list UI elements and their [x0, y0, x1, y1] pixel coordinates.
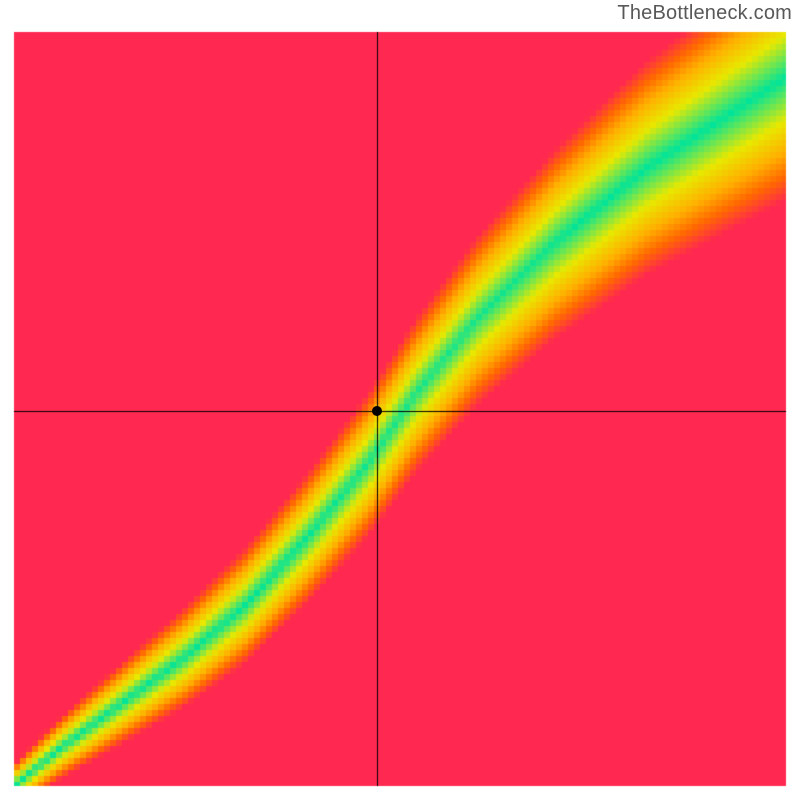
watermark-text: TheBottleneck.com: [617, 2, 792, 25]
chart-container: TheBottleneck.com: [0, 0, 800, 800]
crosshair-canvas: [0, 0, 800, 800]
crosshair-dot: [372, 406, 382, 416]
